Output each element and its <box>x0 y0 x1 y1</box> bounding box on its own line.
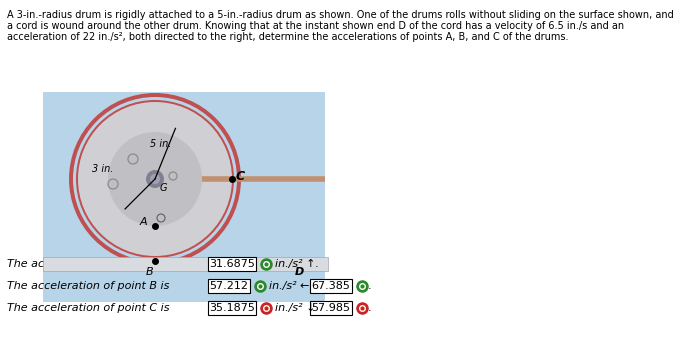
Circle shape <box>76 100 234 258</box>
Text: 67.385: 67.385 <box>312 281 351 291</box>
Text: 5 in.: 5 in. <box>150 139 171 149</box>
Text: D: D <box>295 267 304 277</box>
Text: 31.6875: 31.6875 <box>209 259 255 269</box>
Text: a cord is wound around the other drum. Knowing that at the instant shown end D o: a cord is wound around the other drum. K… <box>7 21 624 31</box>
FancyBboxPatch shape <box>310 301 352 315</box>
Text: 57.985: 57.985 <box>312 303 351 313</box>
Text: 3 in.: 3 in. <box>92 164 113 174</box>
Bar <box>43 257 328 271</box>
Text: acceleration of 22 in./s², both directed to the right, determine the acceleratio: acceleration of 22 in./s², both directed… <box>7 32 568 42</box>
Text: B: B <box>146 267 154 277</box>
Circle shape <box>108 132 202 226</box>
Circle shape <box>146 170 164 188</box>
Bar <box>43 92 325 302</box>
Text: The acceleration of point B is: The acceleration of point B is <box>7 281 169 291</box>
FancyBboxPatch shape <box>208 257 256 271</box>
Text: .: . <box>368 303 372 313</box>
Text: in./s² ←: in./s² ← <box>269 281 309 291</box>
Text: 57.212: 57.212 <box>209 281 248 291</box>
Text: 35.1875: 35.1875 <box>209 303 255 313</box>
Text: C: C <box>236 170 245 183</box>
Text: .: . <box>368 281 372 291</box>
Text: G: G <box>160 183 167 193</box>
Circle shape <box>73 97 237 261</box>
Text: in./s² ↑.: in./s² ↑. <box>275 259 319 269</box>
Text: The acceleration of point A is: The acceleration of point A is <box>7 259 169 269</box>
FancyBboxPatch shape <box>310 279 352 293</box>
Text: The acceleration of point C is: The acceleration of point C is <box>7 303 169 313</box>
Circle shape <box>78 102 232 256</box>
Circle shape <box>150 174 160 184</box>
Circle shape <box>69 93 241 265</box>
Text: A: A <box>139 217 147 227</box>
Text: A 3-in.-radius drum is rigidly attached to a 5-in.-radius drum as shown. One of : A 3-in.-radius drum is rigidly attached … <box>7 10 673 20</box>
FancyBboxPatch shape <box>208 279 250 293</box>
Text: in./s² ↓: in./s² ↓ <box>275 303 316 313</box>
FancyBboxPatch shape <box>208 301 256 315</box>
